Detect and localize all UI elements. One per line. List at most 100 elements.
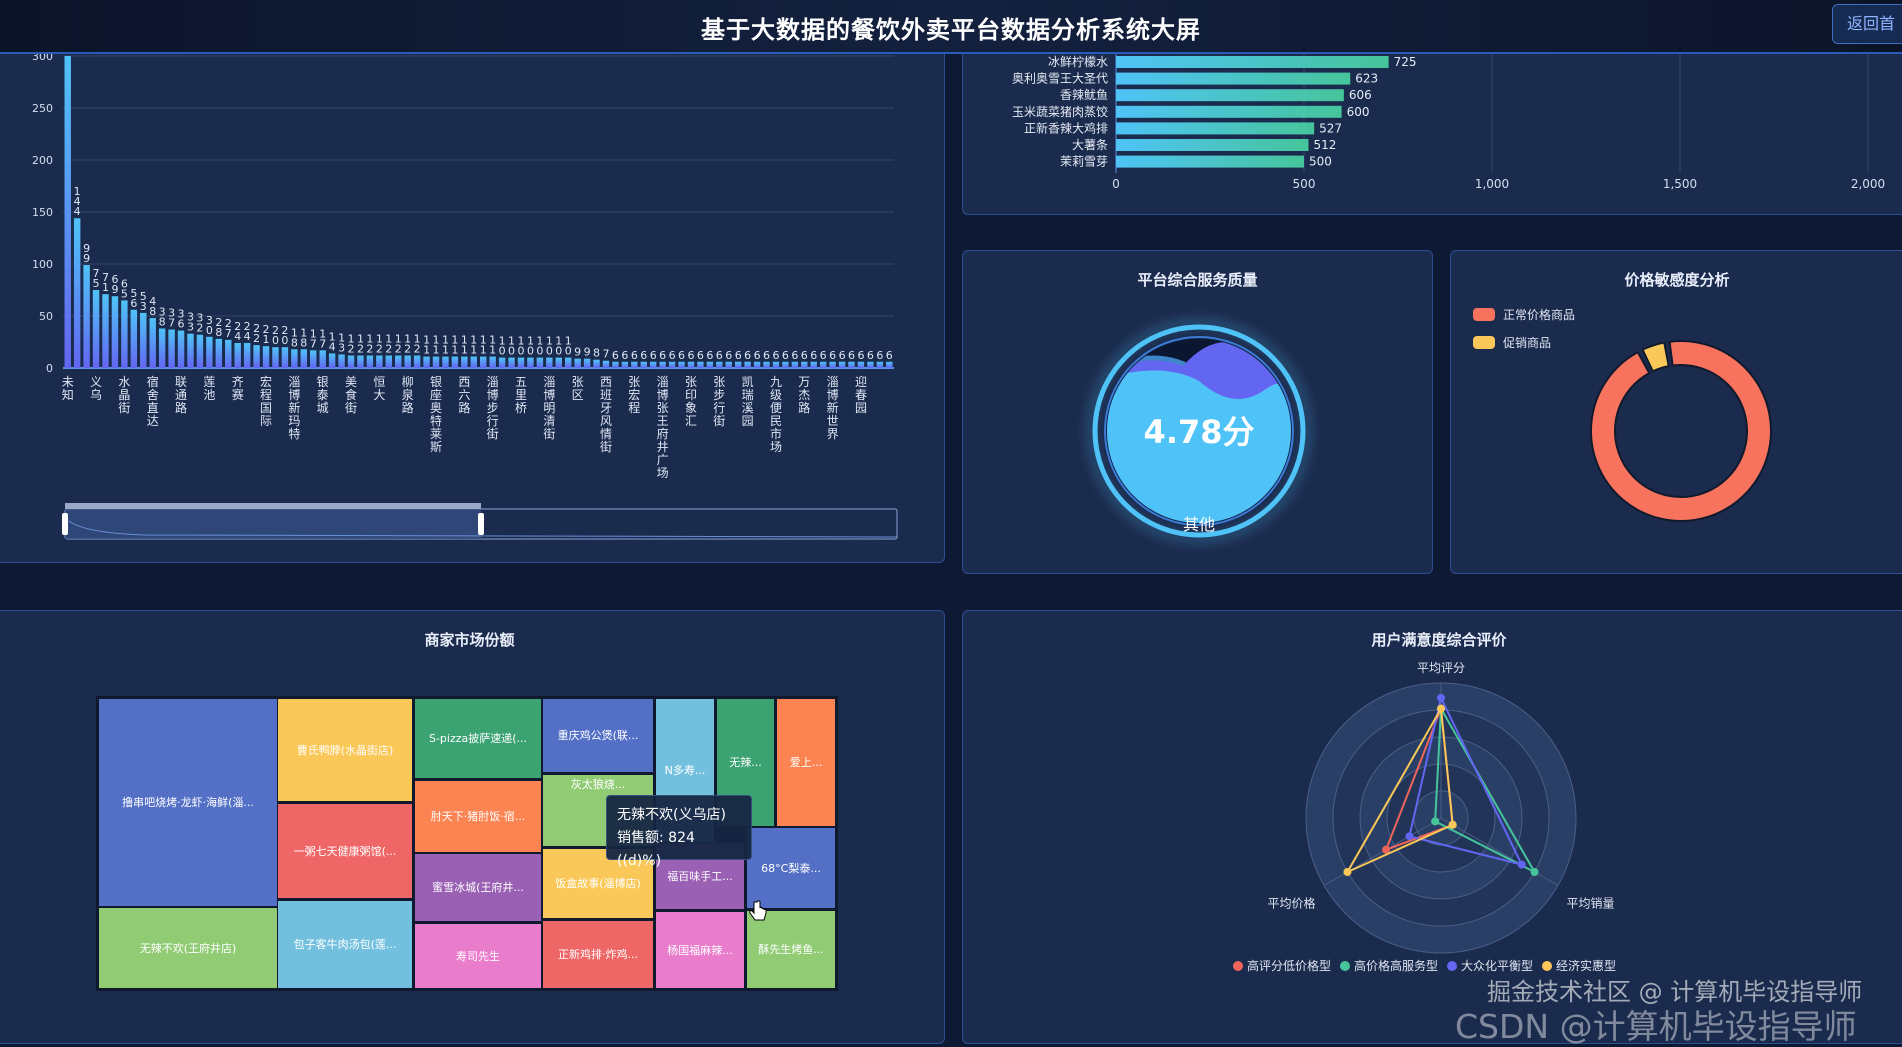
bar-value-label: 6 — [716, 349, 723, 362]
bar-value-label: 6 — [631, 349, 638, 362]
bar — [413, 355, 421, 368]
treemap-cell-label: 68°C梨泰... — [761, 861, 821, 875]
bar — [357, 355, 364, 368]
treemap-cell[interactable]: 杨国福麻辣... — [656, 912, 744, 988]
bar-value-label: 8 — [593, 347, 600, 360]
bar — [121, 300, 128, 368]
x-tick-label: 万杰路 — [798, 375, 810, 415]
bar-value-label: 512 — [1314, 138, 1337, 152]
treemap-cell[interactable]: 曹氏鸭脖(水晶街店) — [278, 699, 412, 801]
gauge-name: 其他 — [1183, 515, 1215, 534]
treemap-cell[interactable]: 一粥七天健康粥馆(... — [278, 804, 412, 898]
treemap-cell[interactable]: 寿司先生 — [415, 924, 541, 988]
bar — [328, 353, 336, 368]
treemap-cell-label: 蜜雪冰城(王府井... — [432, 881, 524, 894]
legend-normal-price[interactable]: 正常价格商品 — [1473, 306, 1575, 323]
treemap-cell[interactable]: 68°C梨泰... — [747, 828, 835, 908]
x-tick-label: 500 — [1293, 177, 1316, 191]
bar — [338, 354, 345, 368]
bar-value-label: 6 — [886, 349, 893, 362]
area-bar-panel: 0 50 100 150 200 250 300 1 4 4 9 9 7 5 7 1 6 9 6 5 5 6 5 3 4 8 3 8 3… — [0, 30, 945, 563]
bar-value-label: 6 — [706, 349, 713, 362]
bar — [187, 333, 194, 368]
treemap-cell[interactable]: 蜜雪冰城(王府井... — [415, 854, 541, 921]
bar — [395, 355, 402, 368]
bar — [508, 357, 515, 368]
bar — [678, 361, 685, 368]
bar — [102, 294, 109, 368]
x-tick-label: 西班牙风情街 — [600, 375, 612, 454]
treemap-cell[interactable]: 肘天下·猪肘饭·宿... — [415, 781, 541, 852]
treemap-cell[interactable]: 撸串吧烧烤·龙虾·海鲜(淄... — [99, 699, 277, 906]
bar — [1116, 105, 1342, 118]
bar — [130, 309, 138, 368]
price-sensitivity-panel: 价格敏感度分析 正常价格商品 促销商品 — [1450, 250, 1902, 574]
treemap-cell[interactable]: 酥先生烤鱼... — [747, 911, 835, 988]
bar — [347, 355, 355, 368]
datazoom-handle[interactable] — [62, 513, 68, 535]
bar — [668, 361, 676, 368]
bar — [253, 345, 260, 368]
treemap-cell-label: 重庆鸡公煲(联... — [557, 729, 639, 742]
x-tick-label: 柳泉路 — [402, 375, 414, 415]
bar — [243, 343, 251, 368]
treemap-cell[interactable]: 爱上... — [777, 699, 835, 826]
liquid-gauge: 4.78分 其他 — [1088, 320, 1310, 542]
tooltip-title: 无辣不欢(义乌店) — [617, 807, 726, 823]
treemap-cell-label: 撸串吧烧烤·龙虾·海鲜(淄... — [122, 796, 254, 809]
back-home-button[interactable]: 返回首 — [1832, 4, 1902, 44]
treemap-cell[interactable]: 无辣不欢(王府井店) — [99, 908, 277, 988]
bar — [886, 361, 893, 368]
bar-value-label: 6 — [801, 349, 808, 362]
treemap-cell[interactable]: 重庆鸡公煲(联... — [543, 699, 653, 772]
bar-value-label: 6 — [697, 349, 704, 362]
bar-value-label: 6 — [754, 349, 761, 362]
x-tick-label: 义乌 — [90, 375, 102, 402]
x-tick-label: 张步行街 — [713, 375, 725, 428]
legend-promo[interactable]: 促销商品 — [1473, 334, 1551, 351]
bar-value-label: 6 — [857, 349, 864, 362]
bar — [423, 356, 430, 368]
treemap-cell-label: 杨国福麻辣... — [667, 943, 733, 957]
top-dishes-chart: 0 500 1,000 1,500 2,000 冰鲜柠檬水 725 奥利奥雪王大圣代 623 香辣… — [1012, 31, 1885, 191]
y-tick-label: 奥利奥雪王大圣代 — [1012, 72, 1108, 86]
service-quality-title: 平台综合服务质量 — [1137, 271, 1258, 289]
x-tick-label: 淄博步行街 — [487, 375, 499, 441]
treemap-cell-label: 无辣不欢(王府井店) — [139, 941, 237, 955]
x-tick-label: 联通路 — [175, 375, 187, 415]
bar — [140, 312, 147, 368]
datazoom-move-bar — [65, 503, 481, 509]
bar — [801, 361, 808, 368]
treemap-cell-label: N多寿... — [664, 764, 706, 777]
bar — [640, 361, 647, 368]
treemap-cell[interactable]: S-pizza披萨速递(... — [415, 699, 541, 778]
datazoom-handle[interactable] — [478, 513, 484, 535]
x-tick-label: 张印象汇 — [685, 375, 697, 428]
bar — [782, 361, 789, 368]
treemap-cell[interactable]: 饭盒故事(淄博店) — [543, 849, 653, 918]
bar — [810, 361, 817, 368]
x-tick-label: 凯瑞溪园 — [742, 375, 754, 428]
bar — [753, 361, 761, 368]
bar — [659, 361, 666, 368]
bar-value-label: 6 — [669, 349, 676, 362]
treemap-cell[interactable]: 正新鸡排·炸鸡... — [543, 921, 653, 988]
y-tick-label: 250 — [32, 102, 53, 115]
treemap-cell-label: 一粥七天健康粥馆(... — [293, 844, 397, 858]
treemap-cell[interactable]: 包子客牛肉汤包(莲... — [278, 901, 412, 988]
